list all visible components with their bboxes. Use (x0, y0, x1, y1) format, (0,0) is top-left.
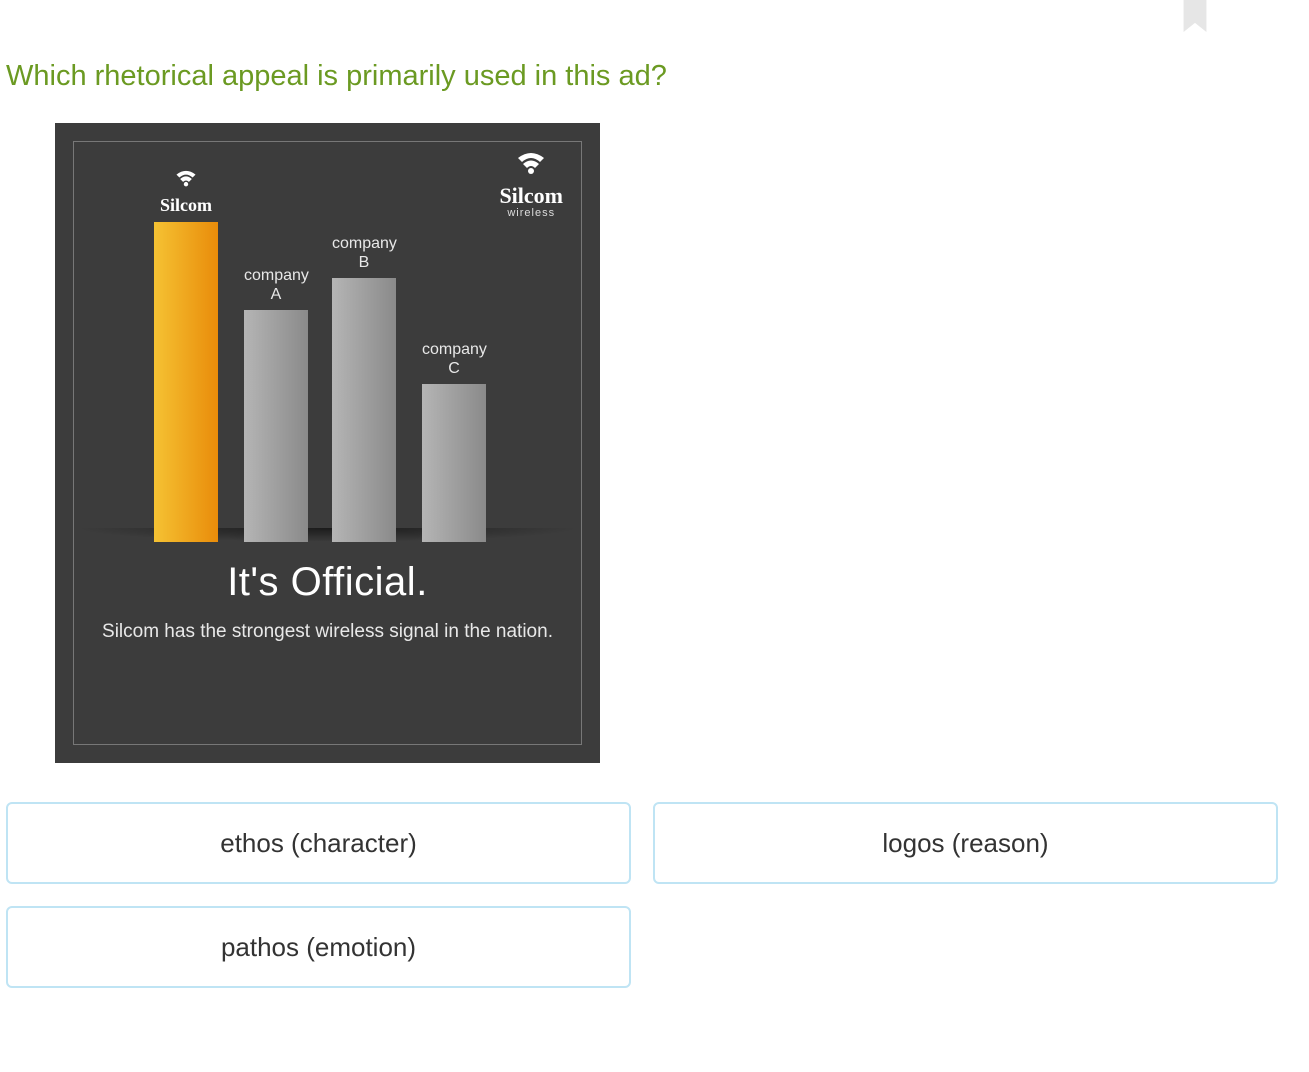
answer-ethos[interactable]: ethos (character) (6, 802, 631, 884)
answer-grid: ethos (character) logos (reason) pathos (e… (6, 802, 1309, 988)
bar-label-b: companyB (332, 234, 396, 272)
ad-inner: Silcom wireless SilcomcompanyAcompanyBco… (73, 141, 582, 745)
bar-c: companyC (422, 340, 486, 542)
answer-logos[interactable]: logos (reason) (653, 802, 1278, 884)
bar-rect-c (422, 384, 486, 542)
bar-a: companyA (244, 266, 308, 542)
bar-chart: SilcomcompanyAcompanyBcompanyC (74, 182, 581, 542)
wifi-icon (175, 170, 197, 188)
ad-headline: It's Official. (74, 560, 581, 605)
bar-rect-silcom (154, 222, 218, 542)
ad-subline: Silcom has the strongest wireless signal… (74, 618, 581, 646)
chart-baseline-shadow (74, 528, 581, 542)
ad-card: Silcom wireless SilcomcompanyAcompanyBco… (55, 123, 600, 763)
bar-b: companyB (332, 234, 396, 542)
bar-label-a: companyA (244, 266, 308, 304)
bookmark-icon[interactable] (1181, 0, 1209, 32)
bar-silcom: Silcom (154, 170, 218, 542)
bar-label-c: companyC (422, 340, 486, 378)
wifi-icon (516, 152, 546, 176)
bar-rect-a (244, 310, 308, 542)
question-text: Which rhetorical appeal is primarily use… (0, 0, 1309, 123)
bar-rect-b (332, 278, 396, 542)
answer-pathos[interactable]: pathos (emotion) (6, 906, 631, 988)
bar-label-silcom: Silcom (154, 170, 218, 216)
